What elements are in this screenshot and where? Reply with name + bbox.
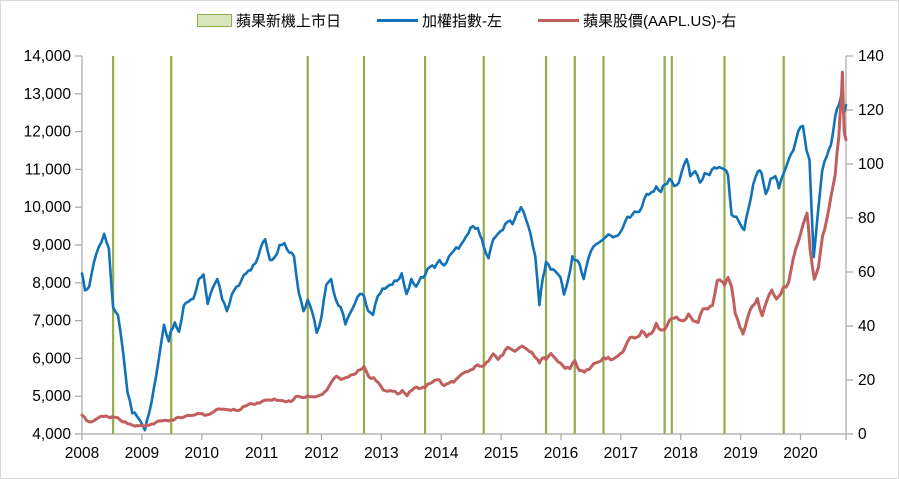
legend-label-taiex: 加權指數-左: [422, 13, 503, 30]
x-axis-tick-label: 2019: [723, 445, 757, 462]
left-axis-tick-label: 13,000: [24, 86, 72, 103]
legend-label-aapl: 蘋果股價(AAPL.US)-右: [583, 13, 737, 30]
launch-day-swatch-icon: [197, 14, 232, 27]
right-axis-tick-label: 20: [858, 372, 876, 389]
left-axis-tick-label: 7,000: [32, 313, 71, 330]
legend-item-aapl: 蘋果股價(AAPL.US)-右: [538, 10, 736, 31]
series-line-aapl: [80, 70, 848, 428]
right-axis-tick-label: 60: [858, 264, 876, 281]
x-axis-tick-label: 2011: [245, 445, 278, 462]
legend-item-launch-days: 蘋果新機上市日: [197, 10, 341, 31]
right-axis-tick-label: 80: [858, 210, 876, 227]
x-axis-tick-label: 2008: [65, 445, 99, 462]
right-axis-tick-label: 140: [858, 48, 884, 65]
chart-legend: 蘋果新機上市日 加權指數-左 蘋果股價(AAPL.US)-右: [197, 10, 736, 31]
x-axis-tick-label: 2018: [664, 445, 698, 462]
right-axis-tick-label: 0: [858, 426, 867, 443]
legend-label-launch-days: 蘋果新機上市日: [236, 13, 342, 30]
left-axis-tick-label: 6,000: [32, 350, 71, 367]
x-axis-tick-label: 2010: [185, 445, 220, 462]
left-axis-tick-label: 9,000: [32, 237, 71, 254]
right-axis-tick-label: 120: [858, 102, 884, 119]
legend-item-taiex: 加權指數-左: [377, 10, 502, 31]
x-axis-tick-label: 2015: [484, 445, 518, 462]
x-axis-tick-label: 2020: [783, 445, 818, 462]
x-axis-tick-label: 2013: [364, 445, 398, 462]
right-axis-tick-label: 40: [858, 318, 876, 335]
x-axis-tick-label: 2009: [125, 445, 159, 462]
left-axis-tick-label: 5,000: [32, 388, 71, 405]
x-axis-tick-label: 2016: [544, 445, 578, 462]
x-axis-tick-label: 2014: [424, 445, 459, 462]
aapl-line-swatch-icon: [538, 18, 580, 23]
left-axis-tick-label: 11,000: [25, 161, 72, 178]
left-axis-tick-label: 14,000: [24, 48, 72, 65]
left-axis-tick-label: 10,000: [24, 199, 72, 216]
left-axis-tick-label: 4,000: [32, 426, 71, 443]
x-axis-tick-label: 2012: [304, 445, 338, 462]
series-line-taiex: [80, 94, 848, 432]
taiex-line-swatch-icon: [377, 18, 419, 23]
left-axis-tick-label: 12,000: [24, 124, 72, 141]
x-axis-tick-label: 2017: [604, 445, 638, 462]
right-axis-tick-label: 100: [858, 156, 884, 173]
left-axis-tick-label: 8,000: [32, 275, 71, 292]
